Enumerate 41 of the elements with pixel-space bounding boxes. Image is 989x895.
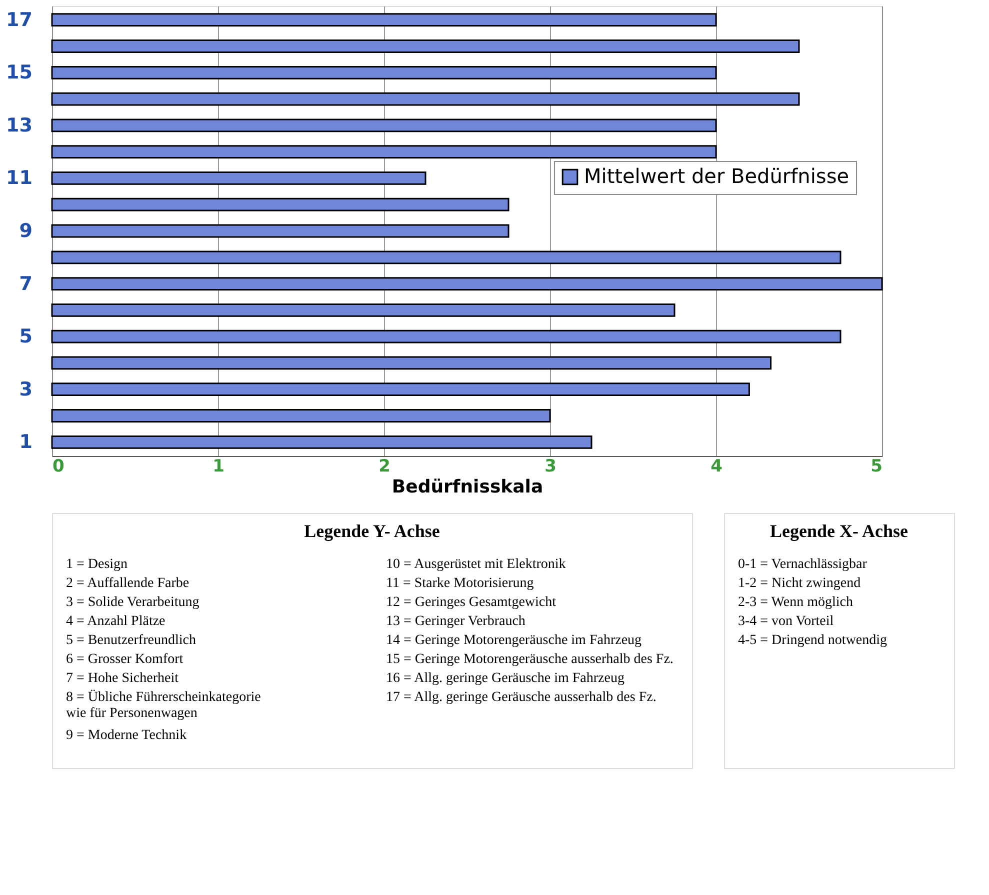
text: 7 = Hohe Sicherheit [66,671,179,686]
text: 13 = Geringer Verbrauch [386,614,526,629]
text: 16 = Allg. geringe Geräusche im Fahrzeug [386,671,624,686]
x-tick-label: 3 [544,456,556,476]
text: 9 = Moderne Technik [66,728,187,743]
text: 0-1 = Vernachlässigbar [738,557,868,572]
y-tick-label: 7 [19,272,32,295]
text: 3-4 = von Vorteil [738,614,834,629]
text: 6 = Grosser Komfort [66,652,184,667]
x-tick-label: 1 [212,456,224,476]
y-tick-label: 3 [19,378,32,400]
y-tick-label: 13 [6,114,32,136]
text: 5 = Benutzerfreundlich [66,633,196,648]
text: 14 = Geringe Motorengeräusche im Fahrzeug [386,633,642,648]
y-tick-label: 11 [6,167,32,190]
text: 15 = Geringe Motorengeräusche ausserhalb des Fz. [386,652,674,667]
text: Legende Y- Achse [304,521,440,541]
text: 4-5 = Dringend notwendig [738,633,888,648]
y-tick-label: 1 [19,431,32,454]
text: 2 = Auffallende Farbe [66,576,190,591]
text: 1-2 = Nicht zwingend [738,576,861,591]
y-tick-label: 5 [19,326,32,348]
x-tick-label: 2 [378,456,390,476]
text: 17 = Allg. geringe Geräusche ausserhalb des Fz. [386,690,656,705]
text: 12 = Geringes Gesamtgewicht [386,595,556,610]
y-tick-label: 9 [19,220,32,242]
text: 2-3 = Wenn möglich [738,595,853,610]
text: 11 = Starke Motorisierung [386,576,534,591]
legend-label: Mittelwert der Bedürfnisse [584,164,850,188]
y-tick-label: 17 [6,8,32,31]
text: 10 = Ausgerüstet mit Elektronik [386,557,566,572]
text: 4 = Anzahl Plätze [66,614,166,629]
text: 1 = Design [66,557,128,572]
x-tick-label: 4 [710,456,723,476]
text: Legende X- Achse [770,521,908,541]
y-tick-label: 15 [6,62,32,84]
x-tick-label: 0 [52,456,64,476]
text: 3 = Solide Verarbeitung [66,595,200,610]
x-axis-title: Bedürfnisskala [392,476,544,498]
text: 8 = Übliche Führerscheinkategorie wie für Personenwagen [66,689,261,721]
x-tick-label: 5 [870,456,882,476]
